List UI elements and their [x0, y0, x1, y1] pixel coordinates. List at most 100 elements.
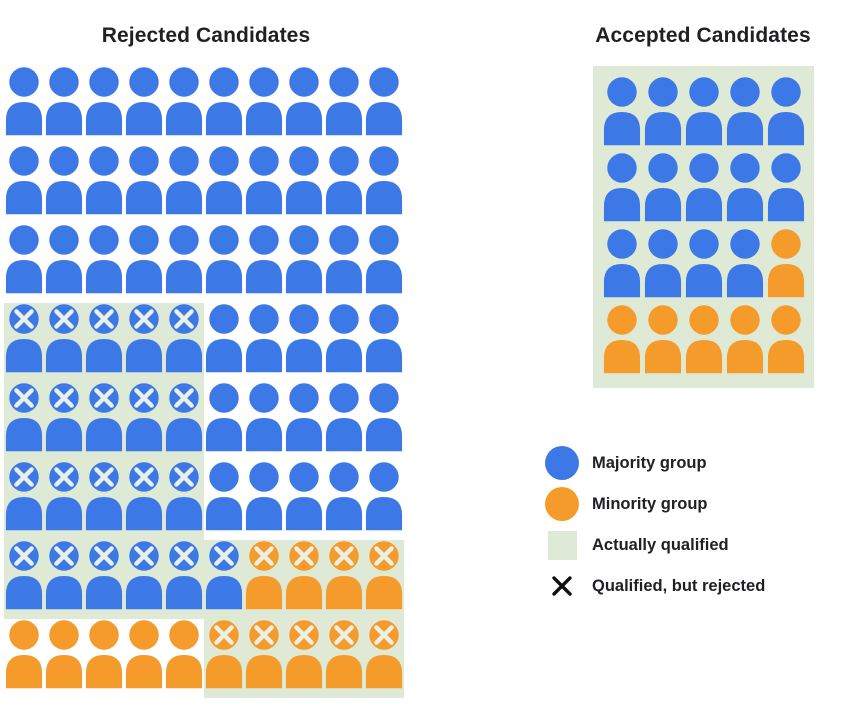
person-icon: [245, 146, 283, 215]
candidate-cell: [84, 619, 124, 698]
person-icon: [365, 541, 403, 610]
accepted-title: Accepted Candidates: [595, 24, 811, 47]
x-glyph-icon: [552, 576, 572, 596]
person-icon: [245, 67, 283, 136]
candidate-cell: [164, 382, 204, 461]
person-icon: [85, 462, 123, 531]
person-icon: [5, 620, 43, 689]
legend-item-majority: Majority group: [545, 446, 765, 480]
candidate-cell: [44, 382, 84, 461]
person-icon: [325, 304, 363, 373]
person-icon: [325, 462, 363, 531]
x-mark-icon: [545, 569, 579, 603]
person-icon: [5, 304, 43, 373]
person-icon: [245, 225, 283, 294]
candidate-cell: [164, 619, 204, 698]
candidate-cell: [244, 145, 284, 224]
legend-label-qualified: Actually qualified: [592, 535, 729, 554]
person-icon: [165, 67, 203, 136]
candidate-cell: [284, 224, 324, 303]
person-icon: [285, 541, 323, 610]
person-icon: [603, 305, 640, 374]
candidate-cell: [164, 145, 204, 224]
person-icon: [285, 225, 323, 294]
person-icon: [644, 305, 681, 374]
person-icon: [325, 541, 363, 610]
candidate-cell: [765, 228, 806, 304]
person-icon: [85, 146, 123, 215]
person-icon: [205, 146, 243, 215]
person-icon: [165, 462, 203, 531]
candidate-cell: [124, 461, 164, 540]
candidate-cell: [324, 382, 364, 461]
green-square-icon: [547, 530, 577, 560]
person-icon: [685, 305, 722, 374]
candidate-cell: [765, 304, 806, 380]
person-icon: [365, 67, 403, 136]
candidate-cell: [164, 540, 204, 619]
candidate-cell: [4, 540, 44, 619]
candidate-cell: [44, 145, 84, 224]
candidate-cell: [683, 304, 724, 380]
candidate-cell: [284, 619, 324, 698]
person-icon: [726, 305, 763, 374]
person-icon: [85, 383, 123, 452]
person-icon: [767, 229, 804, 298]
candidate-cell: [244, 382, 284, 461]
candidate-cell: [204, 66, 244, 145]
candidate-cell: [124, 619, 164, 698]
candidate-cell: [4, 303, 44, 382]
accepted-candidates-grid: [593, 66, 814, 388]
person-icon: [5, 383, 43, 452]
candidate-cell: [364, 303, 404, 382]
candidate-cell: [84, 382, 124, 461]
person-icon: [603, 153, 640, 222]
person-icon: [45, 462, 83, 531]
candidate-cell: [642, 152, 683, 228]
candidate-cell: [44, 461, 84, 540]
person-icon: [685, 77, 722, 146]
legend-label-majority: Majority group: [592, 453, 707, 472]
candidate-cell: [642, 228, 683, 304]
person-icon: [5, 67, 43, 136]
person-icon: [285, 620, 323, 689]
qualified-swatch-icon: [545, 528, 579, 562]
person-icon: [45, 383, 83, 452]
candidate-cell: [765, 152, 806, 228]
candidate-cell: [324, 145, 364, 224]
candidate-cell: [124, 303, 164, 382]
orange-circle-icon: [545, 487, 579, 521]
candidate-cell: [44, 303, 84, 382]
candidate-cell: [284, 540, 324, 619]
person-icon: [125, 225, 163, 294]
person-icon: [245, 383, 283, 452]
person-icon: [45, 304, 83, 373]
candidate-cell: [324, 66, 364, 145]
candidate-cell: [724, 228, 765, 304]
person-icon: [165, 146, 203, 215]
candidate-cell: [164, 66, 204, 145]
candidate-cell: [124, 224, 164, 303]
person-icon: [285, 304, 323, 373]
person-icon: [325, 225, 363, 294]
person-icon: [767, 77, 804, 146]
person-icon: [205, 304, 243, 373]
candidate-cell: [324, 461, 364, 540]
person-icon: [285, 462, 323, 531]
candidate-cell: [284, 145, 324, 224]
person-icon: [767, 305, 804, 374]
legend-item-qualified: Actually qualified: [545, 528, 765, 562]
candidate-cell: [244, 540, 284, 619]
legend-item-minority: Minority group: [545, 487, 765, 521]
person-icon: [644, 229, 681, 298]
person-icon: [285, 146, 323, 215]
legend: Majority group Minority group Actually q…: [545, 446, 765, 610]
person-icon: [245, 541, 283, 610]
person-icon: [325, 383, 363, 452]
person-icon: [125, 541, 163, 610]
candidate-cell: [164, 303, 204, 382]
legend-label-rejected-qualified: Qualified, but rejected: [592, 576, 766, 595]
candidate-cell: [284, 461, 324, 540]
rejected-title: Rejected Candidates: [101, 24, 311, 47]
person-icon: [125, 462, 163, 531]
